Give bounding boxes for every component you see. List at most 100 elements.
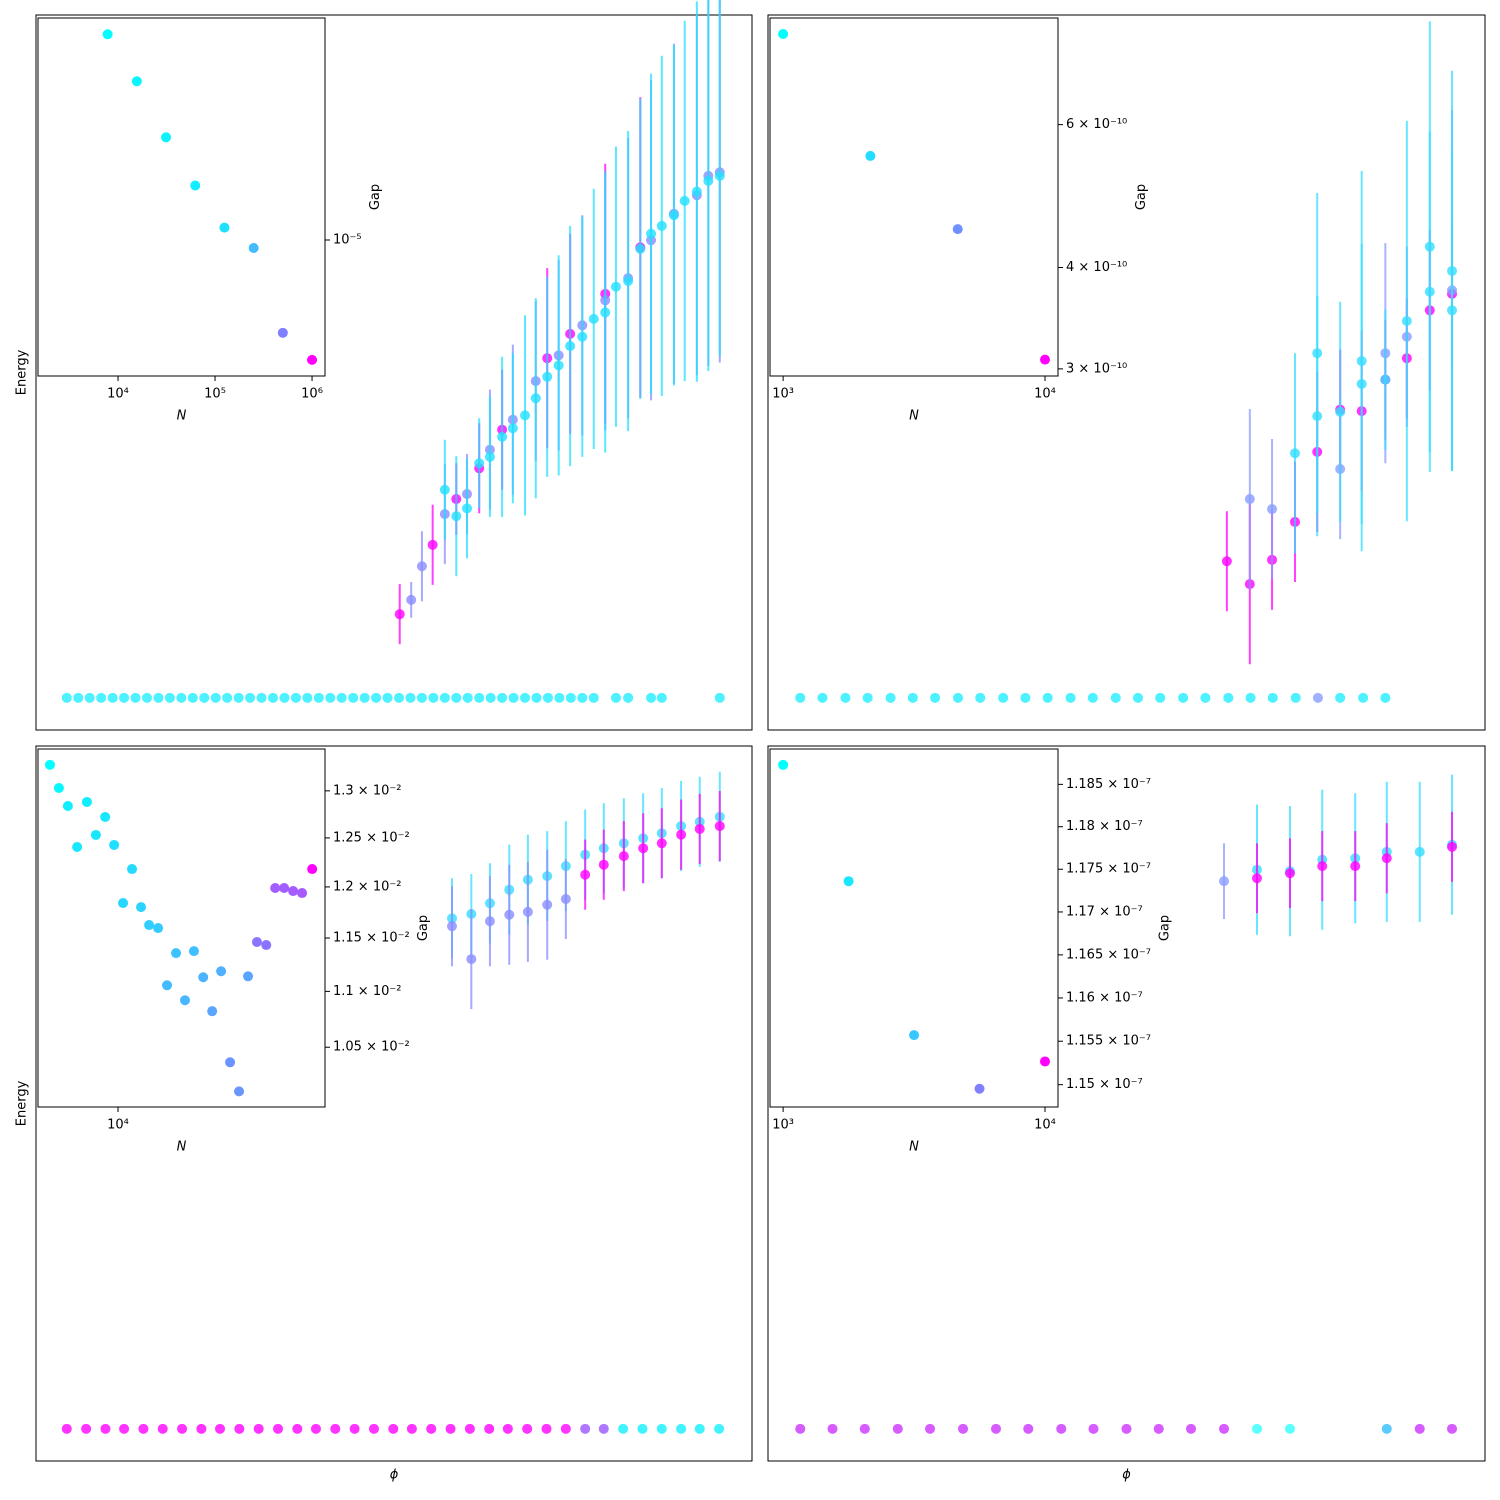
point xyxy=(292,1423,303,1434)
y-tick-label: 3 × 10⁻¹⁰ xyxy=(1066,361,1127,376)
inset-y-label: Gap xyxy=(416,915,431,941)
inset-point xyxy=(100,811,111,822)
inset-point xyxy=(188,946,199,957)
y-tick-label: 1.185 × 10⁻⁷ xyxy=(1066,777,1151,792)
x-tick-label: 10⁴ xyxy=(1034,1118,1056,1133)
point xyxy=(234,1423,245,1434)
point xyxy=(1335,406,1346,417)
point xyxy=(1186,1423,1197,1434)
point xyxy=(497,692,508,703)
y-tick-label: 1.15 × 10⁻² xyxy=(333,931,410,946)
inset-point xyxy=(307,354,318,365)
point xyxy=(1312,692,1323,703)
inset-point xyxy=(974,1083,985,1094)
point xyxy=(560,894,571,905)
point xyxy=(325,692,336,703)
point xyxy=(462,503,473,514)
point xyxy=(925,1423,936,1434)
inset-point xyxy=(307,864,318,875)
point xyxy=(406,594,417,605)
point xyxy=(426,1423,437,1434)
point xyxy=(394,609,405,620)
inset-point xyxy=(909,1030,920,1041)
point xyxy=(382,692,393,703)
point xyxy=(107,692,118,703)
point xyxy=(348,692,359,703)
point xyxy=(795,1423,806,1434)
point xyxy=(691,186,702,197)
point xyxy=(130,692,141,703)
point xyxy=(1056,1423,1067,1434)
point xyxy=(245,692,256,703)
point xyxy=(694,823,705,834)
point xyxy=(368,1423,379,1434)
x-tick-label: 10⁴ xyxy=(107,1118,129,1133)
point xyxy=(484,451,495,462)
point xyxy=(817,692,828,703)
point xyxy=(623,692,634,703)
point xyxy=(484,1423,495,1434)
point xyxy=(313,692,324,703)
point xyxy=(656,838,667,849)
point xyxy=(610,692,621,703)
point xyxy=(885,692,896,703)
inset-point xyxy=(277,327,288,338)
point xyxy=(714,821,725,832)
point xyxy=(565,341,576,352)
y-tick-label: 1.16 × 10⁻⁷ xyxy=(1066,990,1143,1005)
point xyxy=(256,692,267,703)
point xyxy=(714,1423,725,1434)
point xyxy=(1245,692,1256,703)
inset-x-label: N xyxy=(177,409,187,424)
point xyxy=(714,692,725,703)
y-tick-label: 1.175 × 10⁻⁷ xyxy=(1066,862,1151,877)
point xyxy=(541,1423,552,1434)
inset-background xyxy=(770,18,1058,376)
y-tick-label: 4 × 10⁻¹⁰ xyxy=(1066,260,1127,275)
point xyxy=(862,692,873,703)
point xyxy=(907,692,918,703)
point xyxy=(439,692,450,703)
point xyxy=(336,692,347,703)
point xyxy=(1290,692,1301,703)
point xyxy=(504,909,515,920)
point xyxy=(1381,1423,1392,1434)
point xyxy=(1289,448,1300,459)
axes-frame xyxy=(35,745,753,1462)
point xyxy=(100,1423,111,1434)
y-tick-label: 10⁻⁵ xyxy=(333,232,362,247)
point xyxy=(1153,1423,1164,1434)
inset-point xyxy=(207,1006,218,1017)
point xyxy=(1155,692,1166,703)
point xyxy=(577,692,588,703)
inset-background xyxy=(38,18,325,376)
x-tick-label: 10⁵ xyxy=(204,387,226,402)
point xyxy=(138,1423,149,1434)
point xyxy=(1350,861,1361,872)
point xyxy=(1447,305,1458,316)
inset-point xyxy=(118,898,129,909)
point xyxy=(310,1423,321,1434)
point xyxy=(600,307,611,318)
point xyxy=(394,692,405,703)
inset-point xyxy=(44,759,55,770)
point xyxy=(714,170,725,181)
inset-y-label: Gap xyxy=(1158,915,1173,941)
point xyxy=(233,692,244,703)
inset-point xyxy=(153,923,164,934)
point xyxy=(1200,692,1211,703)
inset-point xyxy=(952,224,963,235)
point xyxy=(84,692,95,703)
point xyxy=(508,692,519,703)
point xyxy=(187,692,198,703)
point xyxy=(638,843,649,854)
point xyxy=(1284,868,1295,879)
point xyxy=(215,1423,226,1434)
axes-frame xyxy=(767,745,1486,1462)
inset-frame xyxy=(37,748,326,1108)
point xyxy=(577,331,588,342)
point xyxy=(119,1423,130,1434)
point xyxy=(1251,873,1262,884)
point xyxy=(1088,1423,1099,1434)
point xyxy=(466,954,477,965)
